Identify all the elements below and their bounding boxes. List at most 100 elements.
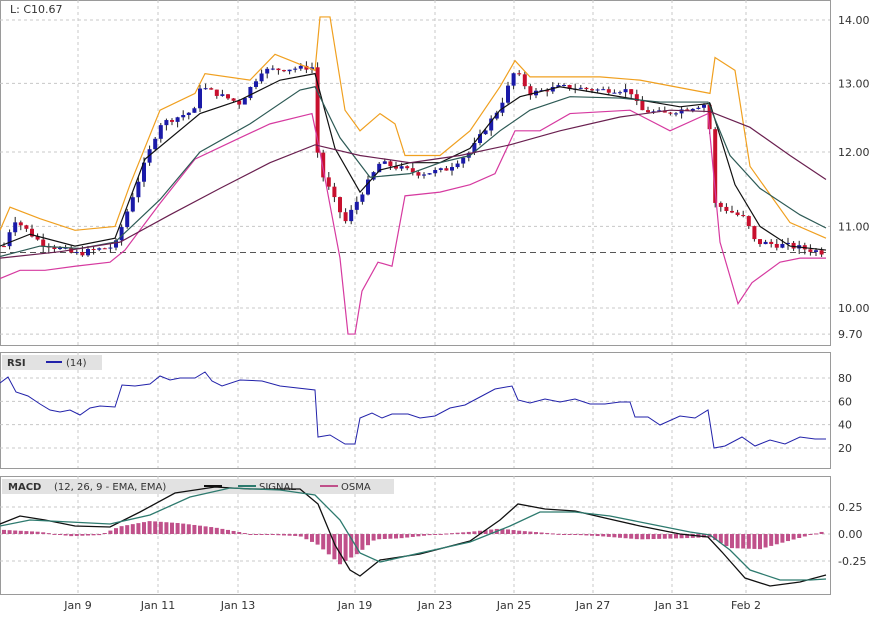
ma-short [0,72,827,251]
candle-down [35,236,40,240]
candle-down [338,197,342,213]
osma-bar [646,534,650,540]
candle-down [735,212,740,216]
signal-line [0,487,827,581]
candle-down [226,94,230,99]
osma-bar [86,534,90,536]
rsi-line [0,371,826,449]
candle-up [679,109,684,114]
candle-up [472,142,477,153]
candle-down [41,239,46,247]
osma-bar [41,532,46,534]
macd-tick-label: -0.25 [838,555,866,568]
osma-bar [674,534,678,539]
candle-up [500,102,505,113]
osma-bar [769,534,774,546]
candle-up [674,113,678,115]
osma-bar [657,534,662,539]
candle-down [758,239,762,245]
osma-bar [69,534,74,537]
candle-down [707,104,712,130]
price-tick-label: 12.00 [838,146,870,159]
osma-legend: OSMA [341,482,371,493]
candle-up [192,108,197,113]
osma-bar [164,522,169,534]
candle-down [730,210,734,213]
candle-down [444,168,449,171]
candle-up [265,68,270,74]
osma-bar [506,529,510,534]
osma-bar [634,534,639,540]
candle-up [125,211,130,228]
candle-down [606,89,611,93]
osma-bar [153,521,158,534]
osma-bar [237,532,242,534]
osma-bar [35,531,40,534]
candle-up [254,81,258,87]
candle-down [567,85,572,89]
candle-down [170,120,174,122]
osma-bar [651,534,656,540]
osma-bar [702,534,706,538]
candle-down [405,166,410,169]
osma-bar [114,528,118,534]
candle-down [282,70,286,72]
pane-frame-price [0,0,831,346]
osma-bar [91,534,96,536]
candle-up [483,130,488,135]
osma-bar [808,534,813,535]
osma-bar [584,534,589,536]
candle-up [422,174,426,176]
candle-down [18,222,23,226]
candle-up [119,227,124,241]
candle-up [657,110,662,112]
candle-up [562,85,566,87]
osma-bar [394,534,398,539]
candle-down [326,177,331,187]
ma-long [0,109,827,259]
candle-down [769,241,774,244]
osma-bar [142,522,146,534]
rsi-tick-label: 40 [838,419,852,432]
candle-up [298,65,303,69]
candle-up [158,125,163,139]
candle-down [545,90,550,92]
osma-bar [119,526,124,534]
signal-legend: SIGNAL [259,482,296,493]
osma-bar [735,534,740,549]
osma-bar [349,534,354,558]
osma-bar [444,533,449,535]
candle-up [612,92,617,94]
candle-up [461,157,466,164]
osma-bar [136,523,141,534]
candle-up [690,108,695,111]
candle-up [455,163,460,168]
osma-bar [410,534,415,537]
osma-bar [522,531,527,534]
osma-bar [461,532,466,534]
osma-bar [780,534,785,543]
osma-bar [326,534,331,555]
candle-down [741,215,746,217]
osma-bar [562,534,566,535]
candle-down [774,243,779,248]
last-price-label: L: C10.67 [10,3,63,16]
x-tick-label: Jan 13 [220,599,255,612]
osma-bar [590,534,594,536]
candle-up [786,242,790,244]
osma-bar [259,534,264,535]
candle-down [646,110,650,113]
candle-up [377,163,382,173]
osma-bar [125,525,130,534]
candle-down [713,129,718,203]
price-tick-label: 11.00 [838,220,870,233]
osma-bar [629,534,634,539]
osma-bar [814,533,818,535]
osma-bar [640,534,645,540]
osma-bar [545,532,550,534]
osma-bar [405,534,410,538]
osma-bar [433,534,438,535]
candle-down [752,226,757,240]
osma-bar [354,534,359,555]
